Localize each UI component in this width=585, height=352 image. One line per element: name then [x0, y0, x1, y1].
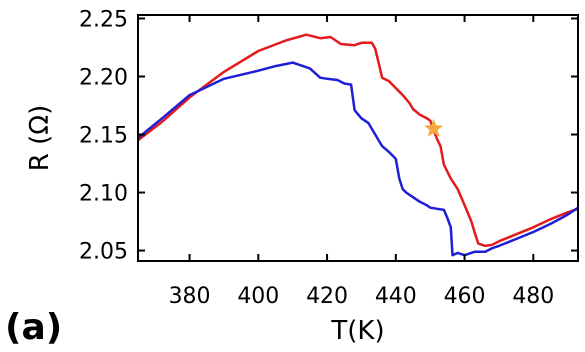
y-axis-title: R (Ω): [25, 105, 55, 172]
y-tick-label: 2.15: [79, 124, 128, 149]
y-axis: 2.05 2.10 2.15 2.20 2.25: [79, 7, 578, 265]
x-axis-title: T(K): [330, 316, 384, 346]
x-tick-label: 440: [375, 284, 417, 309]
x-tick-label: 420: [306, 284, 348, 309]
x-tick-label: 460: [444, 284, 486, 309]
series-line-1: [138, 33, 578, 248]
y-tick-label: 2.25: [79, 7, 128, 32]
star-marker: [424, 118, 444, 137]
series-line-2: [138, 61, 578, 257]
x-axis: 380 400 420 440 460 480: [169, 15, 554, 309]
marker-layer: [424, 118, 444, 137]
y-tick-label: 2.05: [79, 240, 128, 265]
x-tick-label: 380: [169, 284, 211, 309]
series-layer: [138, 33, 578, 257]
panel-label: (a): [5, 307, 62, 348]
y-tick-label: 2.10: [79, 182, 128, 207]
y-tick-label: 2.20: [79, 66, 128, 91]
x-tick-label: 480: [512, 284, 554, 309]
plot-frame: [137, 14, 579, 262]
x-tick-label: 400: [237, 284, 279, 309]
